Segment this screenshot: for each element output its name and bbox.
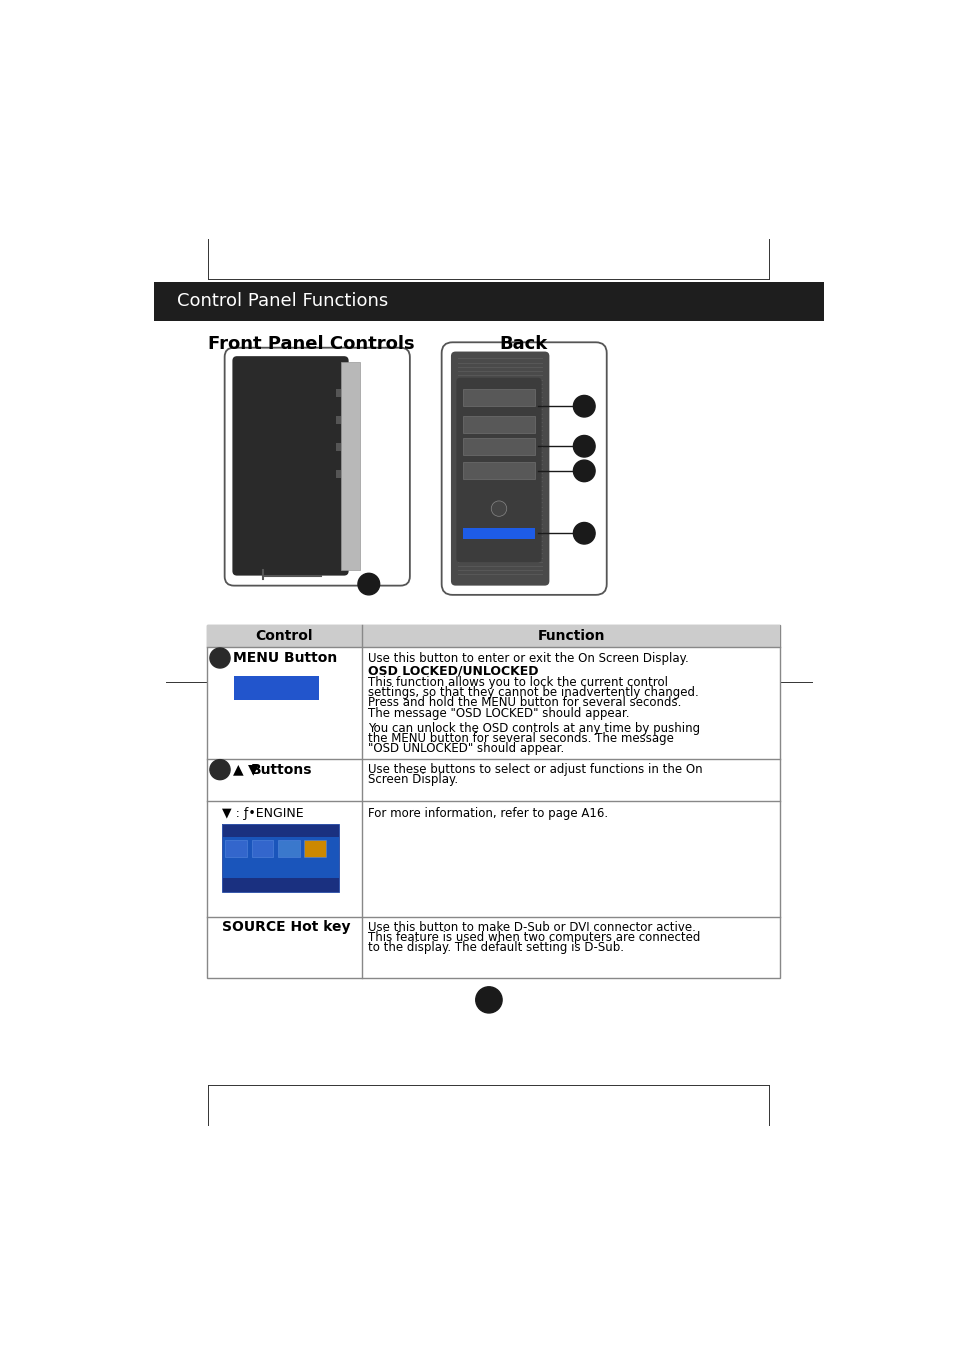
Text: OSD UNLOCKED: OSD UNLOCKED xyxy=(231,689,322,698)
Bar xyxy=(463,438,534,455)
Bar xyxy=(463,416,534,434)
Text: Use this button to make D-Sub or DVI connector active.: Use this button to make D-Sub or DVI con… xyxy=(368,921,695,935)
Text: Use these buttons to select or adjust functions in the On: Use these buttons to select or adjust fu… xyxy=(368,763,702,777)
Text: Screen Display.: Screen Display. xyxy=(368,774,457,786)
Text: settings, so that they cannot be inadvertently changed.: settings, so that they cannot be inadver… xyxy=(368,686,698,700)
Text: OSD LOCKED: OSD LOCKED xyxy=(239,678,314,689)
FancyBboxPatch shape xyxy=(456,378,541,562)
Text: Front Panel Controls: Front Panel Controls xyxy=(208,335,415,353)
Text: FLATRON  ƒENGINE: FLATRON ƒENGINE xyxy=(225,825,296,835)
Bar xyxy=(233,677,319,690)
Text: Back: Back xyxy=(498,335,547,353)
Text: ƒ•ENGINE: ƒ•ENGINE xyxy=(480,442,517,451)
Text: to the display. The default setting is D-Sub.: to the display. The default setting is D… xyxy=(368,942,623,954)
Text: MENU◄  ▼▲  A△  SET►: MENU◄ ▼▲ A△ SET► xyxy=(241,882,319,888)
Bar xyxy=(278,840,299,857)
Bar xyxy=(335,416,340,424)
Text: 5: 5 xyxy=(364,578,373,590)
Circle shape xyxy=(491,501,506,516)
Text: Control: Control xyxy=(255,630,313,643)
Circle shape xyxy=(573,396,595,417)
Circle shape xyxy=(210,759,230,780)
Text: 2: 2 xyxy=(579,439,588,453)
Bar xyxy=(304,840,326,857)
Text: 3: 3 xyxy=(579,465,588,477)
Text: AUTO/SET: AUTO/SET xyxy=(479,466,517,476)
Bar xyxy=(335,389,340,397)
Bar xyxy=(222,878,338,892)
Text: SOURCE: SOURCE xyxy=(483,420,514,430)
Text: This feature is used when two computers are connected: This feature is used when two computers … xyxy=(368,931,700,944)
Text: ▲ ▼: ▲ ▼ xyxy=(233,763,258,777)
Text: "OSD UNLOCKED" should appear.: "OSD UNLOCKED" should appear. xyxy=(368,742,563,755)
Text: Control Panel Functions: Control Panel Functions xyxy=(177,292,388,311)
Text: the MENU button for several seconds. The message: the MENU button for several seconds. The… xyxy=(368,732,673,744)
Circle shape xyxy=(573,435,595,457)
Text: The message "OSD LOCKED" should appear.: The message "OSD LOCKED" should appear. xyxy=(368,707,629,720)
Text: 2: 2 xyxy=(215,763,224,777)
Circle shape xyxy=(476,986,501,1013)
Bar xyxy=(222,824,338,892)
Bar xyxy=(222,824,338,836)
Text: This function allows you to lock the current control: This function allows you to lock the cur… xyxy=(368,677,667,689)
FancyBboxPatch shape xyxy=(224,347,410,585)
Text: MENU Button: MENU Button xyxy=(233,651,337,665)
Circle shape xyxy=(210,648,230,667)
Text: A9: A9 xyxy=(479,993,497,1006)
FancyBboxPatch shape xyxy=(451,351,549,585)
Bar xyxy=(335,470,340,478)
Bar xyxy=(207,626,780,978)
Text: 1: 1 xyxy=(215,651,224,665)
Text: Buttons: Buttons xyxy=(251,763,313,777)
Text: Press and hold the MENU button for several seconds.: Press and hold the MENU button for sever… xyxy=(368,697,680,709)
Text: MENU: MENU xyxy=(487,393,510,403)
Text: Use this button to enter or exit the On Screen Display.: Use this button to enter or exit the On … xyxy=(368,651,688,665)
Text: SOURCE Hot key: SOURCE Hot key xyxy=(222,920,351,934)
FancyBboxPatch shape xyxy=(441,342,606,594)
FancyBboxPatch shape xyxy=(233,357,348,576)
Circle shape xyxy=(357,573,379,594)
Circle shape xyxy=(573,461,595,482)
Bar xyxy=(233,686,319,700)
Bar xyxy=(154,282,822,320)
Text: ⏻: ⏻ xyxy=(496,504,501,513)
Bar xyxy=(252,840,274,857)
Text: OSD LOCKED/UNLOCKED: OSD LOCKED/UNLOCKED xyxy=(368,665,537,677)
Bar xyxy=(463,462,534,480)
Text: 1: 1 xyxy=(579,400,588,412)
Text: Function: Function xyxy=(537,630,604,643)
Bar xyxy=(207,626,780,647)
Bar xyxy=(222,836,338,878)
Text: N O R M A L: N O R M A L xyxy=(248,854,313,863)
Text: 4: 4 xyxy=(579,527,588,540)
Bar xyxy=(340,362,359,570)
Bar xyxy=(463,528,534,539)
Bar xyxy=(225,840,247,857)
Text: For more information, refer to page A16.: For more information, refer to page A16. xyxy=(368,808,607,820)
Text: ▼ : ƒ•ENGINE: ▼ : ƒ•ENGINE xyxy=(222,808,304,820)
Bar xyxy=(463,389,534,407)
Text: You can unlock the OSD controls at any time by pushing: You can unlock the OSD controls at any t… xyxy=(368,721,700,735)
Bar xyxy=(335,443,340,451)
Circle shape xyxy=(573,523,595,544)
